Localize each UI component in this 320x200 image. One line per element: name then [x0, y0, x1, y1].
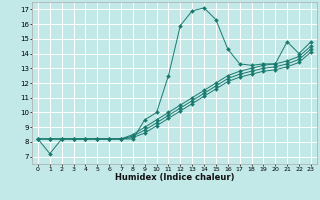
X-axis label: Humidex (Indice chaleur): Humidex (Indice chaleur) [115, 173, 234, 182]
